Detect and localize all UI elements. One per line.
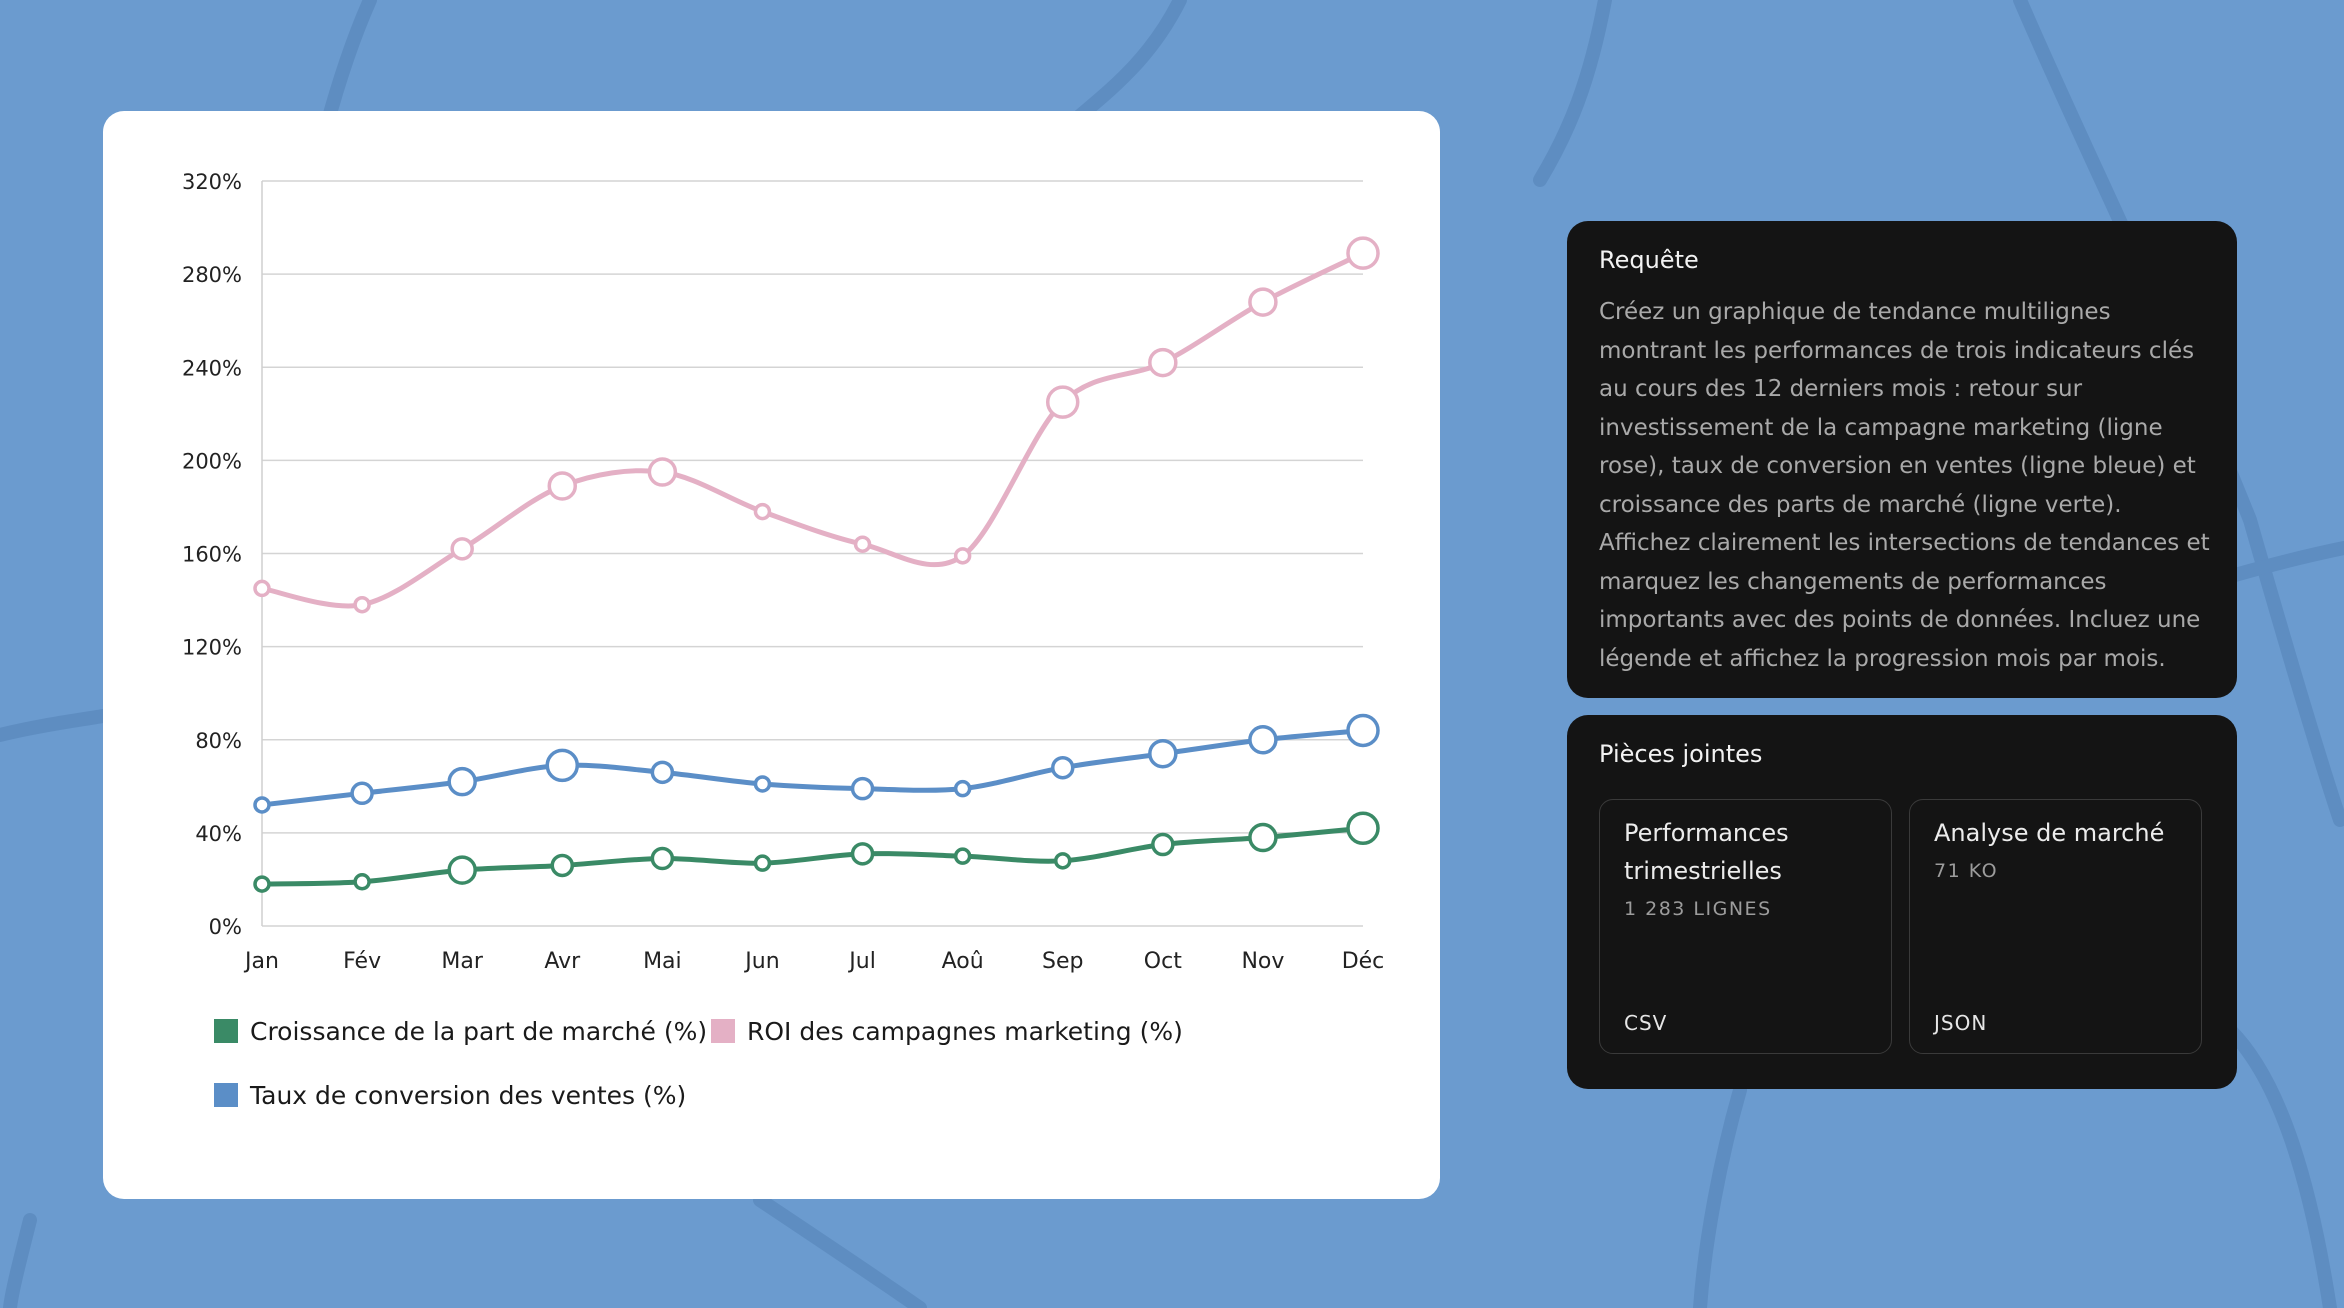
y-tick-label: 80%	[195, 729, 242, 753]
data-point[interactable]	[447, 855, 477, 885]
data-point[interactable]	[1346, 713, 1380, 748]
x-tick-label: Nov	[1241, 949, 1284, 974]
y-tick-label: 200%	[182, 449, 242, 473]
data-point[interactable]	[650, 760, 675, 785]
data-point[interactable]	[753, 854, 772, 872]
attachment-card-quarterly-performance[interactable]: Performances trimestrielles 1 283 LIGNES…	[1599, 799, 1892, 1054]
y-tick-label: 40%	[195, 822, 242, 846]
data-point[interactable]	[753, 502, 772, 521]
data-point[interactable]	[1248, 725, 1278, 755]
attachments-panel: Pièces jointes Performances trimestriell…	[1567, 715, 2237, 1089]
x-tick-label: Sep	[1042, 949, 1083, 974]
query-panel: Requête Créez un graphique de tendance m…	[1567, 221, 2237, 698]
x-tick-label: Mar	[441, 949, 483, 974]
series-lines	[259, 250, 1366, 887]
data-point[interactable]	[647, 457, 678, 487]
series-line	[259, 727, 1366, 808]
data-point[interactable]	[547, 471, 578, 501]
data-point[interactable]	[953, 547, 972, 565]
x-tick-label: Oct	[1144, 949, 1182, 974]
data-point[interactable]	[953, 779, 972, 798]
attachments-title: Pièces jointes	[1599, 740, 1763, 768]
data-point[interactable]	[1045, 385, 1080, 419]
chart-card: 0% 40% 80% 120% 160% 200% 240% 280% 320% Jan Fév M…	[103, 111, 1440, 1199]
series-markers	[253, 236, 1380, 893]
legend-label: ROI des campagnes marketing (%)	[747, 1016, 1183, 1046]
x-tick-label: Fév	[343, 949, 381, 974]
data-point[interactable]	[447, 766, 477, 797]
file-type: CSV	[1624, 1011, 1668, 1035]
data-point[interactable]	[1148, 738, 1178, 769]
x-tick-label: Avr	[544, 949, 581, 974]
file-name: Analyse de marché	[1934, 819, 2165, 847]
file-meta: 71 KO	[1934, 860, 1999, 882]
data-point[interactable]	[1248, 287, 1278, 317]
legend-item-conversion[interactable]: Taux de conversion des ventes (%)	[214, 1075, 686, 1115]
legend-item-market-share[interactable]: Croissance de la part de marché (%)	[214, 1011, 707, 1051]
data-point[interactable]	[253, 579, 271, 598]
legend-swatch-pink	[711, 1019, 735, 1043]
data-point[interactable]	[350, 781, 374, 806]
legend-label: Taux de conversion des ventes (%)	[250, 1080, 687, 1110]
data-point[interactable]	[550, 853, 575, 878]
y-tick-label: 280%	[182, 263, 242, 287]
data-point[interactable]	[753, 775, 772, 793]
x-tick-label: Jan	[243, 949, 279, 974]
line-chart: 0% 40% 80% 120% 160% 200% 240% 280% 320% Jan Fév M…	[182, 170, 1384, 974]
y-tick-label: 240%	[182, 356, 242, 380]
data-point[interactable]	[850, 776, 875, 801]
query-title: Requête	[1599, 246, 1699, 274]
data-point[interactable]	[353, 595, 371, 614]
y-tick-label: 160%	[182, 543, 242, 567]
attachment-card-market-analysis[interactable]: Analyse de marché 71 KO JSON	[1909, 799, 2202, 1054]
data-point[interactable]	[545, 748, 580, 783]
data-point[interactable]	[253, 875, 271, 893]
data-point[interactable]	[850, 842, 875, 866]
data-point[interactable]	[953, 847, 972, 865]
data-point[interactable]	[1151, 832, 1175, 857]
x-tick-label: Jul	[847, 949, 876, 974]
x-axis-ticks: Jan Fév Mar Avr Mai Jun Jul Aoû Sep Oct Nov Déc	[243, 949, 1384, 974]
query-text: Créez un graphique de tendance multilign…	[1599, 299, 2210, 672]
grid-lines	[261, 180, 1363, 927]
data-point[interactable]	[1148, 347, 1178, 378]
y-tick-label: 320%	[182, 170, 242, 194]
x-tick-label: Mai	[643, 949, 682, 974]
data-point[interactable]	[853, 535, 872, 553]
data-point[interactable]	[450, 537, 474, 561]
y-tick-label: 120%	[182, 636, 242, 660]
data-point[interactable]	[253, 796, 271, 814]
legend-swatch-green	[214, 1019, 238, 1043]
x-tick-label: Aoû	[942, 949, 984, 974]
data-point[interactable]	[1346, 811, 1380, 845]
data-point[interactable]	[1346, 236, 1380, 270]
file-type: JSON	[1934, 1011, 1988, 1035]
legend-swatch-blue	[214, 1083, 238, 1107]
data-point[interactable]	[353, 873, 371, 891]
data-point[interactable]	[1053, 852, 1072, 870]
x-tick-label: Déc	[1342, 949, 1385, 974]
data-point[interactable]	[650, 846, 675, 871]
x-tick-label: Jun	[743, 949, 779, 974]
legend-label: Croissance de la part de marché (%)	[250, 1016, 708, 1046]
data-point[interactable]	[1248, 822, 1278, 853]
series-line	[259, 825, 1366, 887]
file-name: Performances trimestrielles	[1624, 819, 1789, 885]
y-axis-ticks: 0% 40% 80% 120% 160% 200% 240% 280% 320%	[182, 170, 242, 939]
legend-item-roi[interactable]: ROI des campagnes marketing (%)	[711, 1011, 1183, 1051]
data-point[interactable]	[1050, 755, 1075, 780]
file-meta: 1 283 LIGNES	[1624, 898, 1772, 920]
y-tick-label: 0%	[209, 915, 242, 939]
